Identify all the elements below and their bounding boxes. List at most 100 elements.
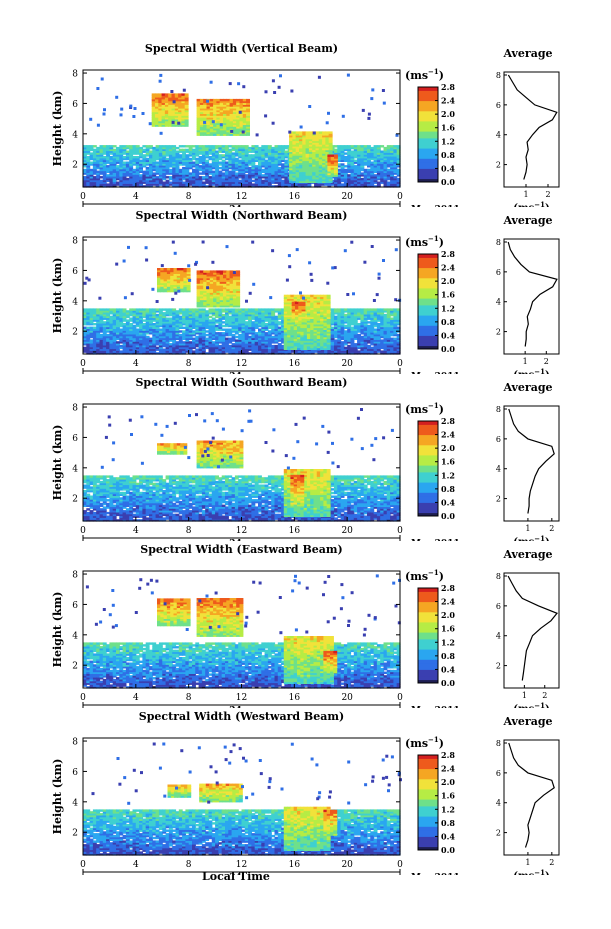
heatmap-cell bbox=[102, 185, 107, 188]
heatmap-cell bbox=[244, 344, 249, 348]
heatmap-cell bbox=[112, 330, 117, 333]
heatmap-cell bbox=[139, 310, 143, 313]
heatmap-cell bbox=[139, 332, 143, 335]
heatmap-cell bbox=[201, 308, 206, 311]
heatmap-cell bbox=[241, 156, 246, 159]
heatmap-cell bbox=[292, 147, 297, 151]
heatmap-cell bbox=[234, 312, 239, 315]
heatmap-cell bbox=[334, 335, 338, 339]
heatmap-cell bbox=[274, 346, 279, 350]
heatmap-cell bbox=[135, 339, 140, 342]
heatmap-cell bbox=[225, 346, 229, 350]
heatmap-cell bbox=[175, 312, 180, 315]
heatmap-cell bbox=[119, 157, 124, 161]
heatmap-cell bbox=[86, 341, 91, 344]
heatmap-cell bbox=[109, 352, 114, 355]
heatmap-cell bbox=[96, 310, 101, 313]
heatmap-cell bbox=[292, 175, 297, 178]
heatmap-cell bbox=[175, 185, 180, 188]
heatmap-cell bbox=[343, 335, 348, 339]
heatmap-cell bbox=[229, 98, 234, 102]
heatmap-cell bbox=[83, 315, 87, 319]
heatmap-cell bbox=[244, 165, 249, 168]
heatmap-cell bbox=[139, 166, 143, 170]
heatmap-cell bbox=[271, 341, 276, 344]
heatmap-cell bbox=[182, 174, 186, 177]
heatmap-cell bbox=[112, 152, 117, 155]
heatmap-cell bbox=[152, 344, 157, 348]
heatmap-cell bbox=[330, 337, 335, 340]
heatmap-cell bbox=[145, 168, 150, 172]
heatmap-cell bbox=[215, 179, 219, 183]
heatmap-cell bbox=[258, 159, 262, 162]
panel-title: Spectral Width (Northward Beam) bbox=[135, 209, 348, 222]
heatmap-cell bbox=[175, 166, 180, 170]
heatmap-cell bbox=[343, 148, 348, 152]
heatmap-cell bbox=[254, 319, 259, 322]
heatmap-cell bbox=[102, 157, 107, 161]
heatmap-cell bbox=[139, 177, 143, 181]
heatmap-cell bbox=[363, 172, 368, 175]
heatmap-cell bbox=[178, 118, 182, 122]
heatmap-cell bbox=[161, 115, 166, 118]
heatmap-cell bbox=[205, 333, 210, 337]
heatmap-cell bbox=[264, 352, 269, 355]
heatmap-cell bbox=[244, 168, 249, 172]
heatmap-cell bbox=[195, 343, 200, 346]
heatmap-cell bbox=[353, 148, 358, 152]
heatmap-cell bbox=[350, 161, 355, 164]
heatmap-cell bbox=[373, 150, 378, 153]
heatmap-cell bbox=[116, 183, 120, 186]
heatmap-cell bbox=[155, 120, 159, 124]
heatmap-cell bbox=[330, 152, 335, 155]
heatmap-cell bbox=[231, 352, 236, 355]
heatmap-cell bbox=[267, 348, 272, 351]
heatmap-cell bbox=[289, 147, 293, 151]
heatmap-cell bbox=[244, 174, 249, 177]
heatmap-cell bbox=[185, 328, 190, 331]
heatmap-cell bbox=[145, 181, 150, 184]
heatmap-cell bbox=[370, 156, 375, 159]
heatmap-cell bbox=[302, 138, 307, 142]
heatmap-cell bbox=[302, 131, 307, 134]
heatmap-cell bbox=[215, 332, 219, 335]
heatmap-cell bbox=[302, 177, 307, 180]
heatmap-cell bbox=[149, 310, 153, 313]
heatmap-cell bbox=[112, 344, 117, 348]
heatmap-cell bbox=[119, 174, 124, 177]
heatmap-cell bbox=[223, 129, 227, 133]
heatmap-cell bbox=[299, 142, 303, 145]
heatmap-cell bbox=[162, 148, 167, 152]
heatmap-cell bbox=[185, 341, 190, 344]
heatmap-cell bbox=[129, 324, 134, 328]
heatmap-cell bbox=[218, 328, 223, 331]
heatmap-cell bbox=[155, 321, 160, 324]
heatmap-cell bbox=[264, 328, 269, 331]
heatmap-cell bbox=[297, 350, 302, 353]
heatmap-cell bbox=[116, 165, 120, 168]
heatmap-cell bbox=[205, 154, 210, 157]
heatmap-cell bbox=[327, 169, 332, 172]
heatmap-cell bbox=[330, 310, 335, 313]
heatmap-cell bbox=[360, 146, 365, 150]
heatmap-cell bbox=[112, 324, 117, 328]
heatmap-cell bbox=[196, 104, 201, 107]
heatmap-cell bbox=[221, 174, 226, 177]
heatmap-cell bbox=[267, 323, 272, 326]
heatmap-cell bbox=[248, 161, 252, 164]
heatmap-cell bbox=[89, 319, 94, 322]
heatmap-cell bbox=[86, 179, 91, 183]
heatmap-cell bbox=[274, 156, 279, 159]
heatmap-cell bbox=[125, 328, 130, 331]
noise-cell bbox=[158, 79, 162, 83]
heatmap-cell bbox=[363, 183, 368, 186]
heatmap-cell bbox=[181, 100, 186, 104]
heatmap-cell bbox=[129, 332, 134, 335]
heatmap-cell bbox=[228, 344, 233, 348]
heatmap-cell bbox=[106, 346, 110, 350]
heatmap-cell bbox=[172, 339, 177, 342]
heatmap-cell bbox=[281, 150, 285, 153]
heatmap-cell bbox=[370, 177, 375, 181]
heatmap-cell bbox=[383, 174, 388, 177]
heatmap-cell bbox=[158, 341, 163, 344]
